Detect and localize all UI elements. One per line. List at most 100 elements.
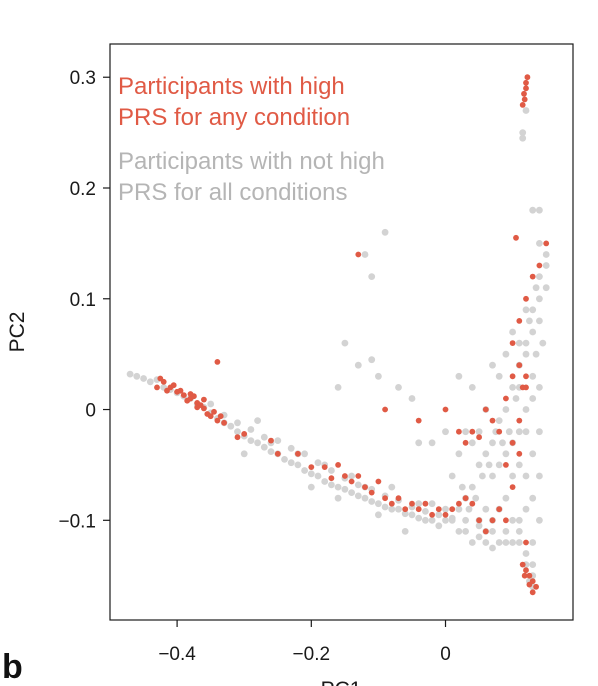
data-point [342, 473, 348, 479]
data-point [523, 384, 529, 391]
data-point [308, 464, 315, 470]
data-point [455, 528, 463, 535]
data-point [435, 511, 443, 519]
points-layer [126, 74, 550, 596]
data-point [509, 539, 516, 546]
legend-entry-nothigh-line1: Participants with not high [118, 148, 385, 175]
data-point [348, 472, 355, 480]
data-point [489, 528, 496, 535]
data-point [482, 450, 490, 458]
data-point [485, 461, 493, 469]
data-point [536, 317, 543, 325]
data-point [354, 361, 362, 369]
data-point [515, 461, 523, 469]
data-point [355, 473, 362, 479]
data-point [375, 511, 382, 519]
data-point [468, 439, 476, 447]
data-point [523, 567, 529, 574]
data-point [442, 428, 449, 436]
data-point [489, 361, 496, 369]
data-point [536, 262, 543, 269]
data-point [140, 375, 148, 382]
data-point [542, 262, 550, 269]
data-point [475, 428, 483, 436]
plot-frame [109, 43, 574, 621]
data-point [334, 384, 342, 391]
data-point [448, 472, 456, 480]
data-point [533, 583, 539, 590]
data-point [442, 511, 449, 518]
data-point [529, 450, 537, 458]
data-point [254, 439, 261, 447]
data-point [217, 413, 224, 420]
data-point [254, 417, 261, 424]
data-point [428, 516, 436, 524]
data-point [524, 74, 531, 81]
data-point [489, 417, 496, 424]
data-point [133, 372, 141, 380]
y-tick-label: 0.2 [70, 179, 96, 200]
x-tick-label: 0 [440, 644, 451, 665]
x-tick-label: −0.2 [293, 644, 331, 665]
data-point [234, 434, 241, 441]
data-point [221, 419, 228, 426]
data-point [184, 397, 191, 404]
data-point [314, 459, 322, 467]
data-point [415, 506, 422, 513]
data-point [496, 506, 503, 513]
data-point [522, 428, 530, 436]
data-point [442, 516, 449, 524]
data-point [523, 85, 529, 92]
data-point [462, 495, 469, 502]
data-point [227, 422, 235, 430]
data-point [523, 295, 529, 302]
data-point [361, 494, 369, 502]
data-point [307, 483, 315, 491]
data-point [469, 500, 476, 507]
data-point [509, 384, 516, 391]
data-point [513, 234, 519, 241]
data-point [522, 339, 530, 347]
data-point [495, 461, 503, 469]
data-point [335, 462, 341, 468]
data-point [521, 90, 527, 97]
data-point [502, 494, 510, 502]
data-point [469, 428, 476, 435]
data-point [529, 395, 537, 402]
data-point [523, 79, 529, 86]
data-point [375, 372, 382, 380]
data-point [509, 472, 516, 480]
data-point [536, 295, 543, 303]
data-point [476, 434, 482, 441]
data-point [368, 356, 376, 364]
data-point [207, 413, 214, 420]
data-point [355, 251, 362, 258]
data-point [164, 387, 170, 394]
data-point [442, 406, 449, 413]
data-point [529, 561, 537, 568]
data-point [287, 444, 295, 452]
data-point [503, 517, 509, 524]
data-point [301, 467, 308, 474]
data-point [529, 328, 537, 336]
data-point [468, 384, 476, 391]
data-point [194, 404, 201, 411]
data-point [375, 500, 382, 508]
data-point [422, 500, 429, 507]
data-point [234, 419, 241, 427]
legend: Participants with high PRS for any condi… [118, 73, 385, 206]
data-point [539, 339, 547, 347]
data-point [536, 428, 543, 436]
data-point [415, 514, 423, 522]
data-point [334, 494, 342, 502]
data-point [476, 517, 482, 524]
data-point [542, 284, 550, 292]
data-point [503, 462, 509, 468]
y-tick-label: −0.1 [58, 511, 96, 532]
data-point [482, 528, 489, 535]
data-point [234, 428, 241, 436]
data-point [489, 472, 496, 480]
data-point [402, 506, 409, 513]
data-point [442, 505, 449, 513]
data-point [532, 350, 540, 358]
